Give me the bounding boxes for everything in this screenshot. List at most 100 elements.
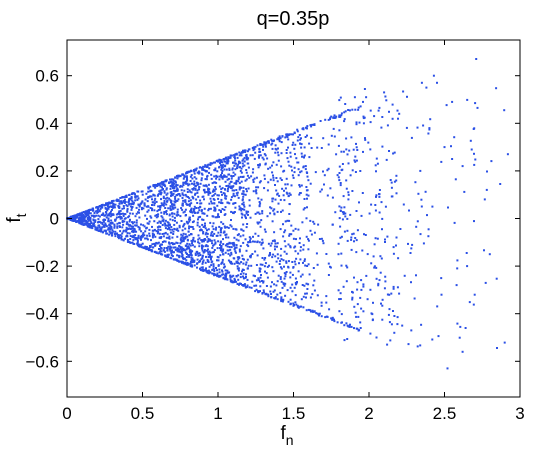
scatter-point xyxy=(231,189,234,192)
scatter-point xyxy=(211,268,214,271)
scatter-point xyxy=(241,270,243,273)
scatter-point xyxy=(304,264,307,267)
scatter-point xyxy=(303,198,306,200)
scatter-point xyxy=(337,289,340,292)
scatter-point xyxy=(199,229,201,232)
scatter-point xyxy=(213,232,216,235)
scatter-point xyxy=(267,140,270,143)
scatter-point xyxy=(112,206,115,209)
scatter-point xyxy=(298,185,301,188)
scatter-point xyxy=(184,233,187,236)
scatter-point xyxy=(183,248,185,251)
x-tick-label: 2 xyxy=(364,404,373,423)
scatter-point xyxy=(222,253,225,256)
plot-background xyxy=(67,40,520,397)
scatter-point xyxy=(206,229,208,232)
scatter-point xyxy=(255,186,258,189)
scatter-point xyxy=(280,247,283,250)
scatter-point xyxy=(339,292,342,295)
scatter-point xyxy=(214,241,217,244)
scatter-point xyxy=(436,305,439,308)
scatter-point xyxy=(245,190,248,193)
scatter-point xyxy=(191,257,194,260)
scatter-point xyxy=(461,165,464,168)
scatter-point xyxy=(228,246,231,248)
scatter-point xyxy=(297,161,300,164)
scatter-point xyxy=(207,251,210,254)
scatter-point xyxy=(246,223,249,225)
scatter-point xyxy=(159,193,162,196)
scatter-point xyxy=(87,219,90,222)
scatter-point xyxy=(342,285,345,288)
scatter-point xyxy=(299,275,302,278)
scatter-point xyxy=(299,142,302,145)
scatter-point xyxy=(346,239,349,242)
scatter-point xyxy=(108,227,111,230)
scatter-point xyxy=(378,195,381,198)
scatter-point xyxy=(205,178,208,181)
scatter-point xyxy=(484,281,487,284)
scatter-point xyxy=(135,230,138,233)
scatter-point xyxy=(333,320,336,323)
scatter-point xyxy=(283,189,285,192)
scatter-point xyxy=(119,216,122,218)
scatter-point xyxy=(94,219,97,222)
scatter-point xyxy=(392,152,395,155)
scatter-point xyxy=(325,301,328,304)
scatter-point xyxy=(207,190,210,192)
scatter-point xyxy=(160,250,163,253)
scatter-point xyxy=(178,245,181,247)
scatter-point xyxy=(164,207,167,209)
scatter-point xyxy=(170,252,173,255)
scatter-point xyxy=(300,152,303,155)
scatter-point xyxy=(390,323,393,326)
scatter-point xyxy=(250,286,253,289)
scatter-point xyxy=(101,213,103,216)
scatter-point xyxy=(197,234,200,237)
scatter-point xyxy=(322,137,325,140)
scatter-point xyxy=(111,232,114,234)
scatter-point xyxy=(227,242,230,245)
scatter-point xyxy=(244,238,247,241)
scatter-point xyxy=(218,268,221,271)
scatter-point xyxy=(117,199,120,202)
scatter-point xyxy=(221,208,224,210)
scatter-point xyxy=(247,157,250,160)
scatter-point xyxy=(269,253,272,256)
scatter-point xyxy=(455,284,458,287)
scatter-point xyxy=(230,262,233,265)
scatter-point xyxy=(201,254,204,257)
scatter-point xyxy=(154,242,157,245)
scatter-point xyxy=(230,275,233,278)
scatter-point xyxy=(148,232,151,235)
scatter-point xyxy=(183,189,186,192)
scatter-point xyxy=(348,325,351,328)
scatter-point xyxy=(167,207,170,210)
scatter-point xyxy=(293,166,296,169)
scatter-point xyxy=(369,288,372,291)
scatter-point xyxy=(181,192,184,195)
scatter-point xyxy=(317,223,320,226)
scatter-point xyxy=(349,323,351,326)
scatter-point xyxy=(302,295,305,298)
scatter-point xyxy=(232,175,235,177)
scatter-point xyxy=(294,277,297,280)
scatter-point xyxy=(376,162,379,165)
scatter-point xyxy=(194,192,197,195)
scatter-point xyxy=(328,308,331,311)
scatter-point xyxy=(203,191,206,194)
scatter-point xyxy=(137,203,140,206)
scatter-point xyxy=(92,223,95,226)
scatter-point xyxy=(201,218,204,221)
scatter-point xyxy=(277,274,280,277)
scatter-point xyxy=(223,208,226,211)
scatter-point xyxy=(171,183,174,186)
scatter-point xyxy=(176,184,179,187)
scatter-point xyxy=(281,209,284,212)
scatter-point xyxy=(295,257,298,260)
scatter-point xyxy=(202,259,205,262)
scatter-point xyxy=(112,230,115,233)
scatter-point xyxy=(308,142,311,145)
scatter-point xyxy=(185,220,188,223)
scatter-point xyxy=(201,240,204,243)
